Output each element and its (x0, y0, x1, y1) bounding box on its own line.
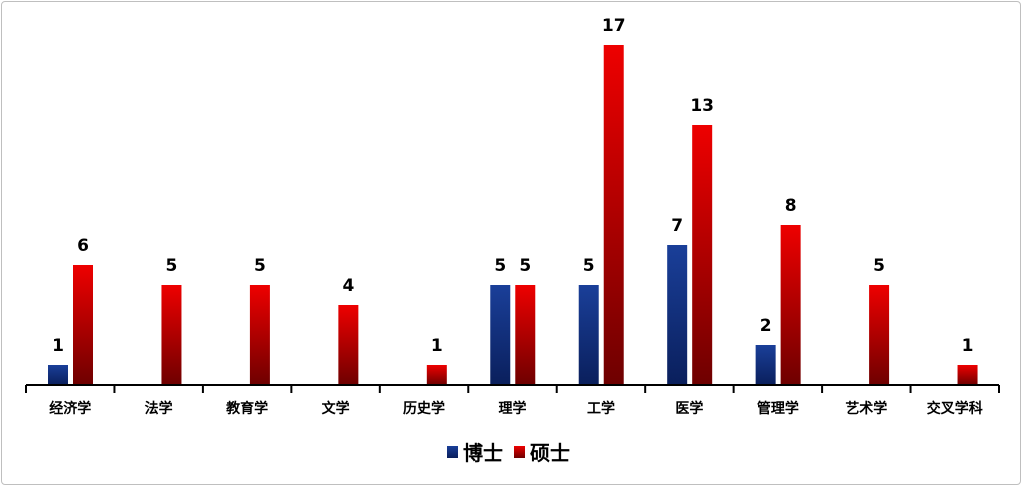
bar-master (338, 305, 359, 385)
category-label: 文学 (322, 400, 350, 417)
category-label: 交叉学科 (927, 400, 983, 417)
bar-master (869, 285, 890, 385)
bar-master (426, 365, 447, 385)
data-label: 17 (602, 16, 626, 36)
category-label: 管理学 (757, 400, 799, 417)
data-label: 13 (690, 96, 714, 116)
bar-master (73, 265, 93, 385)
data-label: 6 (77, 236, 89, 256)
category-label: 经济学 (49, 400, 91, 417)
category-label: 艺术学 (845, 400, 887, 417)
bar-master (603, 45, 624, 385)
data-label: 8 (785, 196, 797, 216)
category-label: 理学 (499, 400, 527, 417)
legend-swatch-doctor (447, 446, 458, 458)
data-label: 1 (52, 336, 64, 356)
bar-doctor (578, 285, 599, 385)
x-axis: 经济学 法学 教育学 文学 历史学 理学 工学 医学 管理学 艺术学 交叉学科 (25, 384, 1000, 417)
data-label: 1 (431, 336, 443, 356)
bar-doctor (755, 345, 776, 385)
data-label: 2 (760, 316, 772, 336)
category-label: 教育学 (226, 400, 268, 417)
bar-doctor (667, 245, 688, 385)
bar-master (515, 285, 536, 385)
bar-master (692, 125, 713, 385)
data-label: 7 (671, 216, 683, 236)
category-label: 医学 (675, 400, 703, 417)
legend-swatch-master (514, 446, 525, 458)
data-label: 5 (254, 256, 266, 276)
bar-master (249, 285, 270, 385)
data-label: 5 (494, 256, 506, 276)
data-label: 5 (519, 256, 531, 276)
bar-doctor (48, 365, 68, 385)
bar-master (957, 365, 978, 385)
legend: 博士 硕士 (447, 441, 570, 465)
category-label: 工学 (587, 400, 615, 417)
bar-master (161, 285, 182, 385)
bar-doctor (490, 285, 511, 385)
bar-master (780, 225, 801, 385)
data-label: 1 (962, 336, 974, 356)
category-label: 历史学 (403, 400, 445, 417)
legend-label-master: 硕士 (530, 441, 570, 465)
data-label: 5 (583, 256, 595, 276)
data-label: 4 (342, 276, 354, 296)
data-label: 5 (166, 256, 178, 276)
data-label: 5 (873, 256, 885, 276)
legend-label-doctor: 博士 (463, 441, 503, 465)
category-label: 法学 (145, 400, 173, 417)
